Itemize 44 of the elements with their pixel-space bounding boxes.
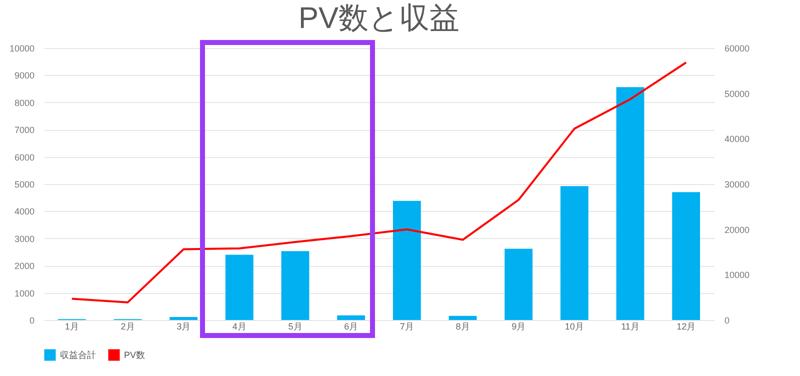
y-tick-label: 3000: [14, 234, 34, 244]
y-tick-label: 7000: [14, 125, 34, 136]
x-tick-label: 7月: [400, 322, 414, 332]
y-tick-label: 10000: [9, 44, 34, 54]
x-tick-label: 9月: [512, 322, 526, 332]
y-tick-label: 8000: [14, 98, 34, 108]
y2-tick-label: 20000: [724, 224, 750, 235]
x-tick-label: 1月: [64, 322, 79, 332]
bar: [170, 317, 198, 320]
x-tick-label: 3月: [176, 322, 191, 332]
x-tick-label: 4月: [232, 322, 246, 332]
legend-label: 収益合計: [60, 350, 96, 360]
chart-title: PV数と収益: [298, 2, 460, 35]
y-tick-label: 0: [29, 316, 34, 326]
x-tick-label: 11月: [621, 322, 640, 332]
bar: [225, 254, 254, 320]
y-tick-label: 4000: [14, 206, 34, 217]
bar: [616, 87, 644, 320]
bar: [504, 248, 533, 320]
y-tick-label: 6000: [14, 152, 34, 162]
bar: [337, 315, 366, 320]
bar: [672, 192, 700, 320]
y-tick-label: 1000: [14, 288, 34, 298]
y-tick-label: 5000: [14, 180, 34, 190]
x-tick-label: 6月: [344, 322, 358, 332]
y-tick-label: 9000: [14, 70, 34, 81]
x-tick-label: 8月: [456, 322, 470, 332]
y2-tick-label: 40000: [724, 134, 750, 144]
y2-tick-label: 10000: [724, 270, 750, 280]
y2-tick-label: 0: [724, 316, 730, 326]
bar: [448, 316, 477, 320]
x-tick-label: 5月: [288, 322, 302, 332]
x-tick-label: 10月: [564, 322, 584, 332]
y2-tick-label: 50000: [724, 88, 750, 99]
y2-tick-label: 30000: [724, 180, 750, 190]
y2-tick-label: 60000: [724, 44, 750, 54]
bar: [560, 186, 588, 320]
line-series: [70, 62, 688, 304]
bar: [392, 200, 421, 320]
bar: [281, 251, 310, 320]
legend-label: PV数: [124, 350, 146, 360]
y-tick-label: 2000: [14, 261, 34, 272]
x-tick-label: 2月: [120, 322, 135, 332]
x-tick-label: 12月: [676, 322, 696, 332]
